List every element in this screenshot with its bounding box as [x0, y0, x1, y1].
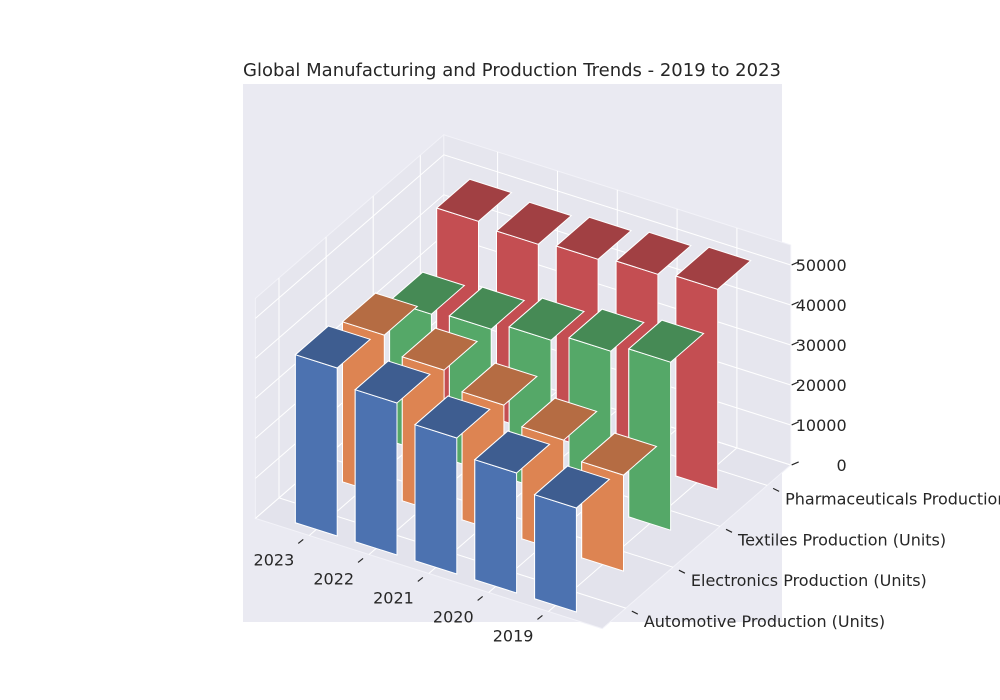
- x-tick-label: 2019: [493, 626, 534, 645]
- ticks-layer: 2019 2020 2021 2022 2023 Automotive Productio…: [254, 256, 1000, 646]
- bar: [294, 324, 372, 537]
- bar-top-face: [508, 297, 585, 341]
- bar-top-face: [580, 432, 658, 476]
- bar-top-face: [414, 395, 491, 439]
- z-gridline: [255, 154, 791, 319]
- bar-top-face: [568, 308, 645, 352]
- bar-top-face: [520, 397, 598, 441]
- chart-title: Global Manufacturing and Production Tren…: [243, 60, 781, 81]
- z-tick-label: 20000: [796, 376, 847, 395]
- bar: [461, 362, 538, 534]
- bar-front-face: [675, 275, 719, 490]
- bar: [533, 464, 611, 613]
- bar-top-face: [555, 216, 633, 260]
- z-gridline: [255, 194, 791, 359]
- bar-top-face: [435, 178, 513, 222]
- z-tick-mark: [791, 261, 799, 266]
- bar-front-face: [414, 424, 458, 575]
- z-tick-mark: [791, 421, 799, 426]
- x-tick-label: 2020: [433, 607, 474, 626]
- bar-top-face: [674, 246, 752, 290]
- z-tick-label: 0: [836, 456, 846, 475]
- bar-top-face: [461, 362, 538, 406]
- bar: [414, 394, 491, 575]
- y-tick-mark: [678, 569, 686, 574]
- x-tick-label: 2023: [254, 550, 295, 569]
- bar-front-face: [474, 459, 518, 594]
- bar-top-face: [615, 231, 692, 275]
- bar-top-face: [294, 325, 372, 369]
- z-tick-label: 40000: [796, 296, 847, 315]
- bar: [473, 429, 551, 594]
- z-tick-mark: [791, 301, 799, 306]
- bar-front-face: [534, 494, 577, 613]
- bar-front-face: [354, 389, 398, 556]
- y-tick-label: Electronics Production (Units): [691, 571, 927, 590]
- z-tick-label: 10000: [796, 416, 847, 435]
- y-tick-mark: [631, 610, 639, 615]
- y-tick-mark: [725, 528, 733, 533]
- bars-layer: [294, 178, 752, 613]
- y-tick-label: Textiles Production (Units): [737, 530, 946, 549]
- z-tick-mark: [791, 461, 799, 466]
- x-tick-mark: [477, 595, 484, 601]
- bar-top-face: [448, 286, 526, 330]
- bar-top-face: [627, 319, 705, 363]
- y-tick-label: Pharmaceuticals Production (Units): [785, 489, 1000, 508]
- bar: [354, 359, 431, 556]
- z-tick-label: 30000: [796, 336, 847, 355]
- bar-top-face: [401, 327, 479, 371]
- x-tick-label: 2021: [373, 588, 414, 607]
- bar-front-face: [294, 354, 338, 537]
- bar-top-face: [473, 430, 551, 474]
- bar-top-face: [341, 292, 419, 336]
- z-tick-mark: [791, 341, 799, 346]
- x-tick-mark: [417, 576, 424, 582]
- y-tick-label: Automotive Production (Units): [644, 612, 885, 631]
- x-tick-label: 2022: [313, 569, 354, 588]
- bar-top-face: [495, 201, 573, 245]
- bar: [627, 319, 705, 531]
- x-tick-mark: [357, 557, 364, 563]
- z-tick-mark: [791, 381, 799, 386]
- bar-top-face: [354, 360, 431, 404]
- bar-top-face: [533, 465, 611, 509]
- x-tick-mark: [537, 614, 543, 620]
- z-tick-label: 50000: [796, 256, 847, 275]
- x-tick-mark: [297, 538, 304, 544]
- y-tick-mark: [772, 487, 780, 492]
